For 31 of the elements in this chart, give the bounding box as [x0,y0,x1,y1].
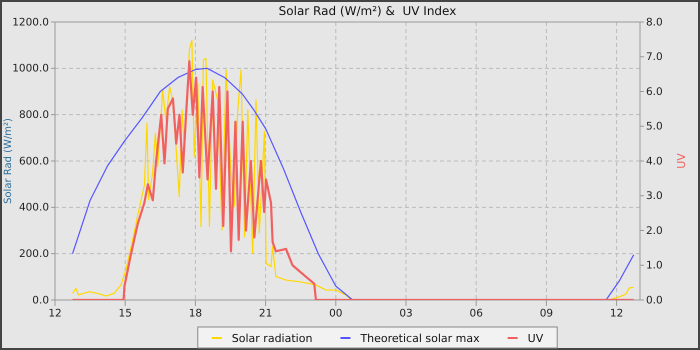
legend-label: UV [528,332,544,345]
y2-tick-label: 5.0 [646,120,663,133]
y2-tick-label: 7.0 [646,51,663,64]
x-tick-label: 12 [610,307,624,320]
x-tick-label: 03 [399,307,413,320]
y-tick-label: 1000.0 [12,62,49,75]
legend-label: Solar radiation [232,332,312,345]
y2-tick-label: 3.0 [646,190,663,202]
y2-tick-label: 6.0 [646,86,663,98]
x-tick-label: 15 [118,307,132,320]
y2-tick-label: 0.0 [646,294,663,306]
y2-tick-label: 1.0 [646,260,663,272]
y-tick-label: 200.0 [18,248,49,260]
x-tick-label: 00 [329,307,342,320]
y-tick-label: 0.0 [32,294,49,306]
y2-tick-label: 8.0 [646,16,663,28]
y2-tick-label: 4.0 [646,155,663,168]
y-tick-label: 400.0 [18,202,49,214]
y2-tick-label: 2.0 [646,224,663,237]
y-tick-label: 1200.0 [12,16,49,28]
chart-title: Solar Rad (W/m²) & UV Index [278,4,456,18]
x-tick-label: 21 [258,307,272,320]
y-tick-label: 600.0 [18,155,49,168]
y2-axis-title: UV [675,152,688,169]
x-tick-label: 18 [188,307,202,320]
y-axis-title: Solar Rad (W/m²) [3,118,14,204]
legend-label: Theoretical solar max [359,332,480,345]
x-tick-label: 12 [48,307,62,320]
x-tick-label: 06 [470,307,484,320]
x-tick-label: 09 [540,307,554,320]
y-tick-label: 800.0 [18,109,49,122]
